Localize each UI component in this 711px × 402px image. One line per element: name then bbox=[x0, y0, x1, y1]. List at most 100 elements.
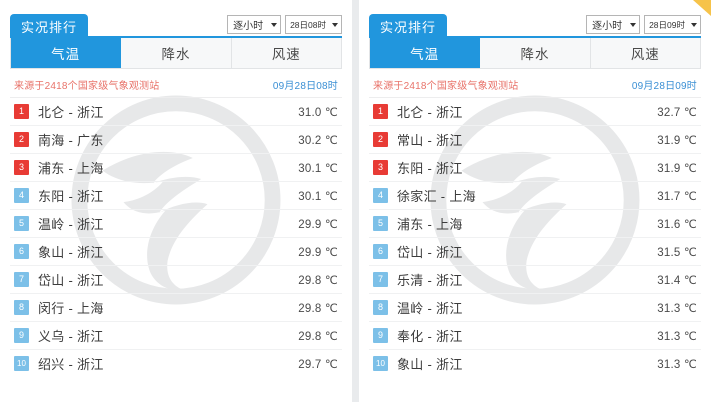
temperature-value: 31.9 ℃ bbox=[657, 162, 697, 175]
interval-select[interactable]: 逐小时 bbox=[586, 15, 641, 34]
temperature-value: 31.3 ℃ bbox=[657, 302, 697, 315]
rank-badge: 9 bbox=[373, 328, 388, 343]
rank-badge: 7 bbox=[373, 272, 388, 287]
temperature-value: 31.0 ℃ bbox=[298, 106, 338, 119]
rank-badge: 10 bbox=[14, 356, 29, 371]
panel-header: 实况排行 逐小时 28日09时 bbox=[369, 0, 701, 38]
list-item[interactable]: 8 闵行 - 上海 29.8 ℃ bbox=[10, 293, 342, 321]
station-name: 闵行 - 上海 bbox=[38, 301, 104, 316]
station-name: 北仑 - 浙江 bbox=[397, 105, 463, 120]
list-item[interactable]: 1 北仑 - 浙江 31.0 ℃ bbox=[10, 97, 342, 125]
rank-badge: 8 bbox=[373, 300, 388, 315]
list-item[interactable]: 6 岱山 - 浙江 31.5 ℃ bbox=[369, 237, 701, 265]
header-controls: 逐小时 28日09时 bbox=[586, 15, 701, 34]
list-item[interactable]: 1 北仑 - 浙江 32.7 ℃ bbox=[369, 97, 701, 125]
tab-temperature[interactable]: 气温 bbox=[370, 38, 481, 68]
tab-precipitation[interactable]: 降水 bbox=[121, 38, 232, 68]
station-name: 义乌 - 浙江 bbox=[38, 329, 104, 344]
temperature-value: 31.9 ℃ bbox=[657, 134, 697, 147]
list-item[interactable]: 2 常山 - 浙江 31.9 ℃ bbox=[369, 125, 701, 153]
interval-select-value: 逐小时 bbox=[233, 21, 264, 32]
list-item[interactable]: 3 浦东 - 上海 30.1 ℃ bbox=[10, 153, 342, 181]
temperature-value: 31.7 ℃ bbox=[657, 190, 697, 203]
station-name: 南海 - 广东 bbox=[38, 133, 104, 148]
rank-badge: 6 bbox=[14, 244, 29, 259]
list-item[interactable]: 4 东阳 - 浙江 30.1 ℃ bbox=[10, 181, 342, 209]
ranking-list: 1 北仑 - 浙江 31.0 ℃ 2 南海 - 广东 30.2 ℃ 3 浦东 -… bbox=[10, 97, 342, 377]
rank-badge: 9 bbox=[14, 328, 29, 343]
temperature-value: 29.9 ℃ bbox=[298, 246, 338, 259]
tab-precipitation[interactable]: 降水 bbox=[480, 38, 591, 68]
list-item[interactable]: 5 浦东 - 上海 31.6 ℃ bbox=[369, 209, 701, 237]
rank-badge: 1 bbox=[14, 104, 29, 119]
station-name: 奉化 - 浙江 bbox=[397, 329, 463, 344]
station-name: 岱山 - 浙江 bbox=[397, 245, 463, 260]
temperature-value: 29.8 ℃ bbox=[298, 330, 338, 343]
list-item[interactable]: 8 温岭 - 浙江 31.3 ℃ bbox=[369, 293, 701, 321]
temperature-value: 29.9 ℃ bbox=[298, 218, 338, 231]
time-select[interactable]: 28日08时 bbox=[285, 15, 342, 34]
source-row: 来源于2418个国家级气象观测站 09月28日09时 bbox=[369, 71, 701, 97]
rank-badge: 2 bbox=[373, 132, 388, 147]
station-name: 东阳 - 浙江 bbox=[397, 161, 463, 176]
station-name: 绍兴 - 浙江 bbox=[38, 357, 104, 372]
time-select[interactable]: 28日09时 bbox=[644, 15, 701, 34]
panel-title: 实况排行 bbox=[369, 14, 448, 38]
rank-badge: 4 bbox=[373, 188, 388, 203]
tab-temperature[interactable]: 气温 bbox=[11, 38, 122, 68]
rank-badge: 2 bbox=[14, 132, 29, 147]
chevron-down-icon bbox=[271, 22, 278, 27]
list-item[interactable]: 6 象山 - 浙江 29.9 ℃ bbox=[10, 237, 342, 265]
list-item[interactable]: 2 南海 - 广东 30.2 ℃ bbox=[10, 125, 342, 153]
list-item[interactable]: 7 乐清 - 浙江 31.4 ℃ bbox=[369, 265, 701, 293]
source-timestamp: 09月28日08时 bbox=[272, 80, 338, 92]
list-item[interactable]: 10 象山 - 浙江 31.3 ℃ bbox=[369, 349, 701, 377]
station-name: 温岭 - 浙江 bbox=[397, 301, 463, 316]
list-item[interactable]: 7 岱山 - 浙江 29.8 ℃ bbox=[10, 265, 342, 293]
list-item[interactable]: 5 温岭 - 浙江 29.9 ℃ bbox=[10, 209, 342, 237]
temperature-value: 30.1 ℃ bbox=[298, 162, 338, 175]
station-name: 乐清 - 浙江 bbox=[397, 273, 463, 288]
temperature-value: 29.7 ℃ bbox=[298, 358, 338, 371]
temperature-value: 29.8 ℃ bbox=[298, 302, 338, 315]
station-name: 温岭 - 浙江 bbox=[38, 217, 104, 232]
metric-tabs: 气温 降水 风速 bbox=[10, 38, 342, 69]
tab-wind-speed[interactable]: 风速 bbox=[231, 38, 341, 68]
rank-badge: 6 bbox=[373, 244, 388, 259]
temperature-value: 30.1 ℃ bbox=[298, 190, 338, 203]
chevron-down-icon bbox=[630, 22, 637, 27]
station-name: 象山 - 浙江 bbox=[397, 357, 463, 372]
metric-tabs: 气温 降水 风速 bbox=[369, 38, 701, 69]
rank-badge: 8 bbox=[14, 300, 29, 315]
station-name: 常山 - 浙江 bbox=[397, 133, 463, 148]
time-select-value: 28日08时 bbox=[290, 19, 326, 30]
ranking-list: 1 北仑 - 浙江 32.7 ℃ 2 常山 - 浙江 31.9 ℃ 3 东阳 -… bbox=[369, 97, 701, 377]
source-note: 来源于2418个国家级气象观测站 bbox=[14, 80, 160, 92]
rank-badge: 4 bbox=[14, 188, 29, 203]
temperature-value: 32.7 ℃ bbox=[657, 106, 697, 119]
temperature-value: 31.6 ℃ bbox=[657, 218, 697, 231]
source-note: 来源于2418个国家级气象观测站 bbox=[373, 80, 519, 92]
station-name: 徐家汇 - 上海 bbox=[397, 189, 476, 204]
list-item[interactable]: 9 义乌 - 浙江 29.8 ℃ bbox=[10, 321, 342, 349]
rank-badge: 5 bbox=[373, 216, 388, 231]
time-select-value: 28日09时 bbox=[649, 19, 685, 30]
list-item[interactable]: 10 绍兴 - 浙江 29.7 ℃ bbox=[10, 349, 342, 377]
list-item[interactable]: 4 徐家汇 - 上海 31.7 ℃ bbox=[369, 181, 701, 209]
panel-title: 实况排行 bbox=[10, 14, 89, 38]
temperature-value: 31.3 ℃ bbox=[657, 330, 697, 343]
tab-wind-speed[interactable]: 风速 bbox=[590, 38, 700, 68]
chevron-down-icon bbox=[332, 22, 338, 27]
rank-badge: 3 bbox=[373, 160, 388, 175]
interval-select[interactable]: 逐小时 bbox=[227, 15, 282, 34]
list-item[interactable]: 3 东阳 - 浙江 31.9 ℃ bbox=[369, 153, 701, 181]
list-item[interactable]: 9 奉化 - 浙江 31.3 ℃ bbox=[369, 321, 701, 349]
temperature-value: 30.2 ℃ bbox=[298, 134, 338, 147]
temperature-value: 31.5 ℃ bbox=[657, 246, 697, 259]
rank-badge: 10 bbox=[373, 356, 388, 371]
chevron-down-icon bbox=[691, 22, 697, 27]
station-name: 浦东 - 上海 bbox=[38, 161, 104, 176]
rank-badge: 5 bbox=[14, 216, 29, 231]
station-name: 岱山 - 浙江 bbox=[38, 273, 104, 288]
